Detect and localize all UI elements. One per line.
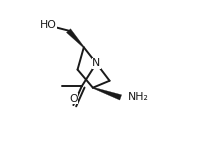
- Text: O: O: [69, 94, 78, 104]
- Polygon shape: [66, 29, 84, 48]
- Text: N: N: [92, 58, 100, 68]
- Text: NH₂: NH₂: [128, 92, 149, 102]
- Text: HO: HO: [40, 20, 57, 30]
- Polygon shape: [93, 87, 122, 100]
